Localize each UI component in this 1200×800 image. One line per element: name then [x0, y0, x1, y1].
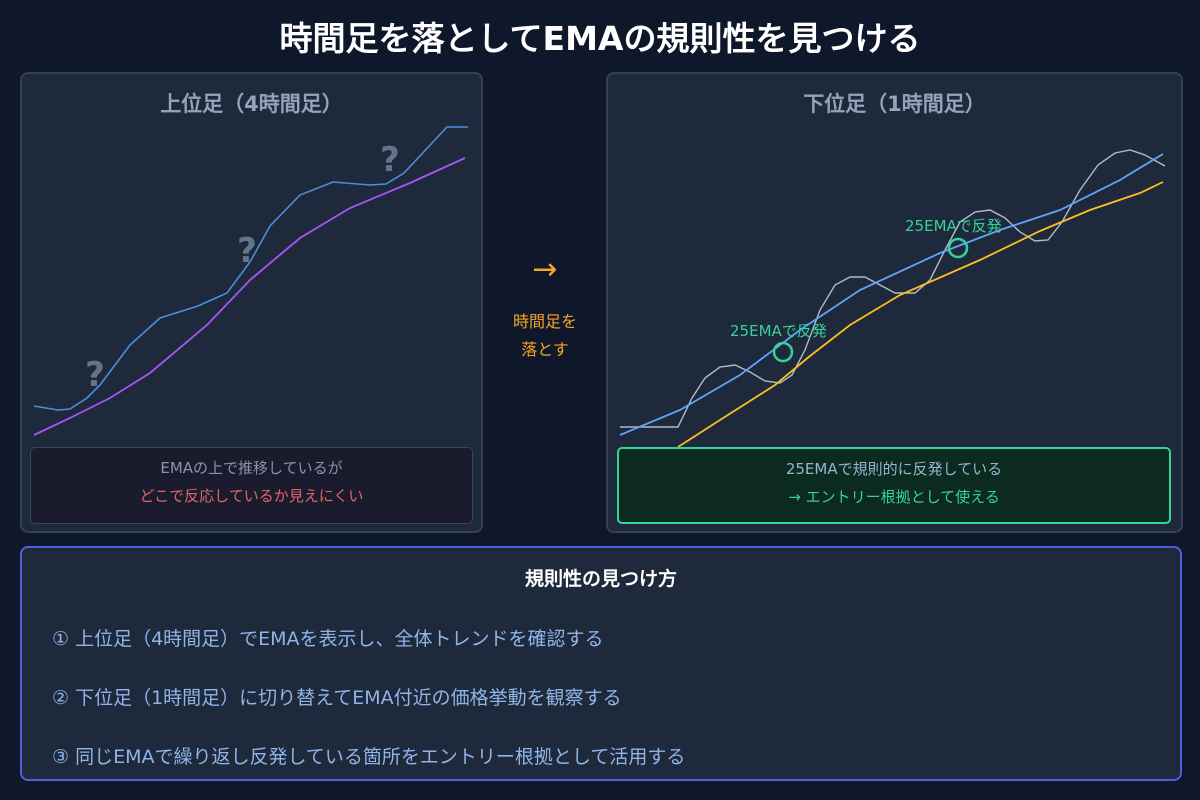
price-line-4h	[33, 126, 468, 411]
lower-timeframe-note: 25EMAで規則的に反発している → エントリー根拠として使える	[617, 447, 1171, 524]
panel-title: 下位足（1時間足）	[803, 92, 986, 116]
panel-title: 上位足（4時間足）	[160, 92, 343, 116]
step-2: ② 下位足（1時間足）に切り替えてEMA付近の価格挙動を観察する	[52, 687, 622, 709]
slow-ema-line	[677, 181, 1164, 448]
note-line-1: 25EMAで規則的に反発している	[785, 460, 1003, 478]
step-1: ① 上位足（4時間足）でEMAを表示し、全体トレンドを確認する	[52, 628, 604, 650]
note-line-2: → エントリー根拠として使える	[788, 488, 1000, 506]
question-mark-2: ?	[237, 231, 257, 271]
note-line-2: どこで反応しているか見えにくい	[139, 487, 364, 505]
question-mark-1: ?	[85, 355, 105, 395]
how-to-title: 規則性の見つけ方	[524, 568, 677, 590]
step-3: ③ 同じEMAで繰り返し反発している箇所をエントリー根拠として活用する	[52, 746, 686, 768]
page-title: 時間足を落としてEMAの規則性を見つける	[279, 19, 921, 58]
bounce-marker-1	[772, 341, 794, 363]
note-line-1: EMAの上で推移しているが	[160, 459, 343, 477]
timeframe-arrow: →	[532, 252, 558, 287]
bounce-marker-2	[947, 237, 969, 259]
higher-timeframe-panel: 上位足（4時間足） ? ? ? EMAの上で推移しているが どこで反応しているか…	[20, 72, 483, 533]
lower-timeframe-chart: 25EMAで反発 25EMAで反発	[619, 149, 1166, 448]
drop-timeframe-label: 時間足を 落とす	[500, 308, 590, 364]
price-line-1h	[620, 149, 1166, 428]
drop-label-line-2: 落とす	[521, 340, 569, 359]
drop-label-line-1: 時間足を	[512, 312, 577, 331]
bounce-label-1: 25EMAで反発	[730, 322, 827, 340]
lower-timeframe-panel: 下位足（1時間足） 25EMAで反発 25EMAで反発 25EMAで規則的に反発…	[606, 72, 1183, 533]
question-mark-3: ?	[380, 140, 400, 180]
ema25-line	[619, 153, 1164, 436]
ema-line-4h	[33, 157, 466, 436]
higher-timeframe-chart: ? ? ?	[33, 126, 468, 436]
bounce-label-2: 25EMAで反発	[905, 217, 1002, 235]
higher-timeframe-note: EMAの上で推移しているが どこで反応しているか見えにくい	[30, 447, 473, 524]
how-to-find-pattern-box: 規則性の見つけ方 ① 上位足（4時間足）でEMAを表示し、全体トレンドを確認する…	[20, 546, 1182, 781]
